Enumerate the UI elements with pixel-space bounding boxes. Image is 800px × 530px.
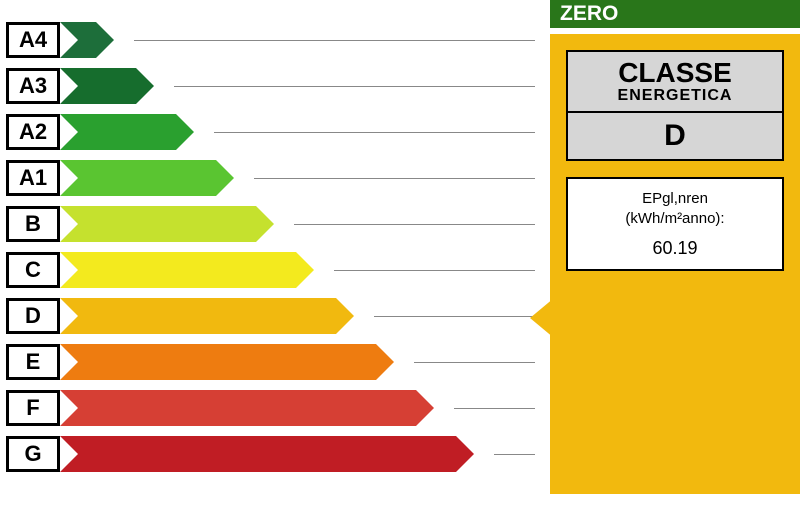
zero-header: ZERO [550, 0, 800, 28]
ep-label-1: EPgl,nren [572, 189, 778, 209]
rating-arrow-B [60, 206, 274, 242]
rating-label-G: G [6, 436, 60, 472]
rating-arrow-A4 [60, 22, 114, 58]
rating-line-C [334, 270, 535, 271]
rating-line-G [494, 454, 535, 455]
rating-arrow-A1 [60, 160, 234, 196]
rating-row-A3: A3 [0, 66, 535, 106]
rating-label-A4: A4 [6, 22, 60, 58]
rating-line-A2 [214, 132, 535, 133]
rating-label-E: E [6, 344, 60, 380]
rating-scale: A4 A3 A2 A1 BCDEFG [0, 20, 535, 480]
ep-box: EPgl,nren (kWh/m²anno): 60.19 [566, 177, 784, 271]
rating-label-A3: A3 [6, 68, 60, 104]
rating-arrow-D [60, 298, 354, 334]
rating-line-A3 [174, 86, 535, 87]
class-subtitle: ENERGETICA [568, 87, 782, 113]
rating-label-D: D [6, 298, 60, 334]
result-panel: CLASSE ENERGETICA D EPgl,nren (kWh/m²ann… [550, 34, 800, 494]
rating-label-F: F [6, 390, 60, 426]
class-value: D [568, 113, 782, 159]
rating-line-B [294, 224, 535, 225]
rating-arrow-G [60, 436, 474, 472]
rating-row-E: E [0, 342, 535, 382]
rating-row-F: F [0, 388, 535, 428]
rating-label-B: B [6, 206, 60, 242]
class-title: CLASSE [568, 52, 782, 87]
rating-line-E [414, 362, 535, 363]
rating-row-D: D [0, 296, 535, 336]
rating-row-A1: A1 [0, 158, 535, 198]
rating-arrow-A2 [60, 114, 194, 150]
rating-line-D [374, 316, 535, 317]
rating-row-C: C [0, 250, 535, 290]
energy-class-box: CLASSE ENERGETICA D [566, 50, 784, 161]
side-panel: ZERO CLASSE ENERGETICA D EPgl,nren (kWh/… [550, 0, 800, 494]
rating-label-A1: A1 [6, 160, 60, 196]
class-indicator-arrow [530, 298, 554, 338]
rating-row-A2: A2 [0, 112, 535, 152]
ep-label-2: (kWh/m²anno): [572, 209, 778, 229]
rating-label-A2: A2 [6, 114, 60, 150]
rating-row-G: G [0, 434, 535, 474]
rating-line-A1 [254, 178, 535, 179]
rating-arrow-C [60, 252, 314, 288]
rating-arrow-F [60, 390, 434, 426]
energy-label: A4A3A2A1BCDEFG ZERO CLASSE ENERGETICA D … [0, 0, 800, 530]
rating-label-C: C [6, 252, 60, 288]
rating-arrow-E [60, 344, 394, 380]
rating-arrow-A3 [60, 68, 154, 104]
rating-line-A4 [134, 40, 535, 41]
rating-line-F [454, 408, 535, 409]
rating-row-B: B [0, 204, 535, 244]
rating-row-A4: A4 [0, 20, 535, 60]
ep-value: 60.19 [572, 238, 778, 259]
